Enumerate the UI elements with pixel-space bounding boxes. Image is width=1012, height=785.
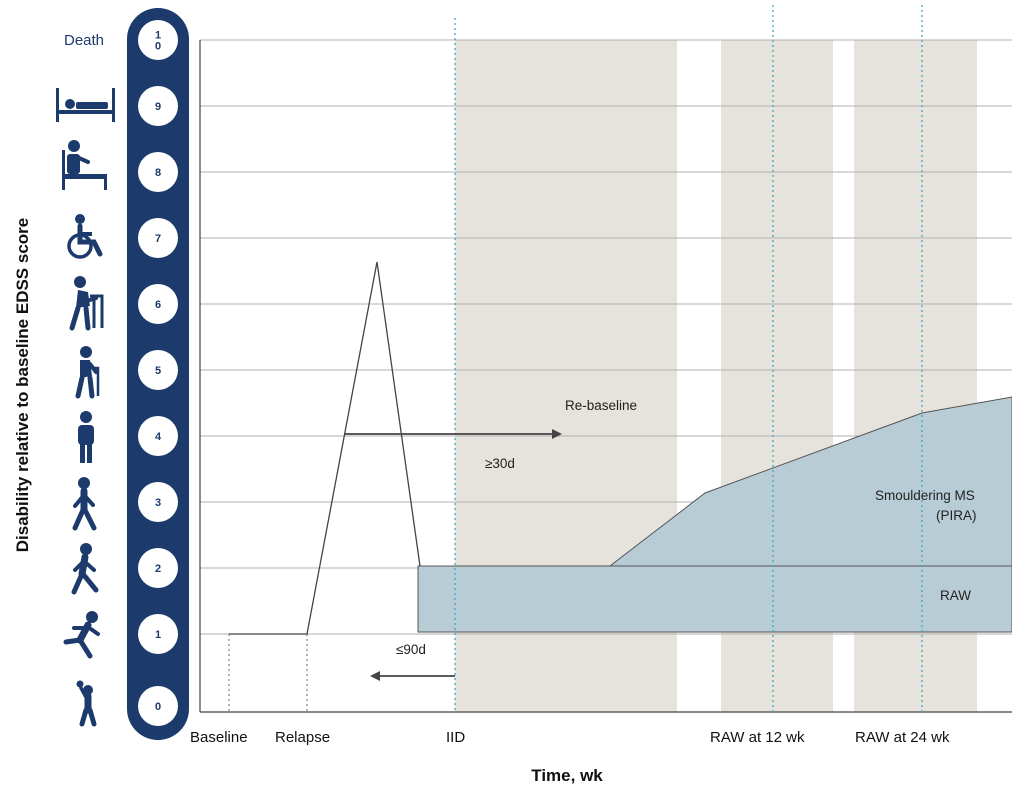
scale-circle-4 bbox=[138, 416, 178, 456]
x-axis-title: Time, wk bbox=[531, 766, 603, 785]
ge30d-label: ≥30d bbox=[485, 456, 515, 471]
disability-course-line bbox=[229, 261, 421, 635]
person-lying-in-bed-icon bbox=[56, 88, 115, 122]
scale-number-0: 0 bbox=[155, 701, 161, 713]
person-with-walker-icon bbox=[69, 276, 104, 331]
x-tick-relapse: Relapse bbox=[275, 729, 330, 746]
scale-number-4: 4 bbox=[155, 431, 162, 443]
scale-number-6: 6 bbox=[155, 299, 161, 311]
scale-circle-9 bbox=[138, 86, 178, 126]
walking-person-icon bbox=[72, 477, 97, 531]
scale-number-5: 5 bbox=[155, 365, 161, 377]
walking-person-icon bbox=[71, 543, 99, 595]
scale-circle-10 bbox=[138, 20, 178, 60]
running-person-icon bbox=[63, 611, 100, 659]
dotted-markers bbox=[228, 5, 923, 712]
x-tick-raw-24wk: RAW at 24 wk bbox=[855, 729, 950, 746]
person-with-cane-icon bbox=[75, 346, 100, 399]
scale-number-2: 2 bbox=[155, 563, 161, 575]
scale-circle-5 bbox=[138, 350, 178, 390]
le90d-label: ≤90d bbox=[396, 642, 426, 657]
scale-number-1: 1 bbox=[155, 629, 161, 641]
scale-circle-2 bbox=[138, 548, 178, 588]
scale-circle-0 bbox=[138, 686, 178, 726]
smouldering-label-line1: Smouldering MS bbox=[875, 488, 975, 503]
scale-number-9: 9 bbox=[155, 101, 161, 113]
scale-circle-3 bbox=[138, 482, 178, 522]
death-label: Death bbox=[64, 32, 104, 49]
scale-number-7: 7 bbox=[155, 233, 161, 245]
raw-label: RAW bbox=[940, 588, 971, 603]
rebaseline-label: Re-baseline bbox=[565, 398, 637, 413]
x-tick-baseline: Baseline bbox=[190, 729, 248, 746]
wheelchair-icon bbox=[67, 214, 103, 259]
person-sitting-in-bed-icon bbox=[62, 140, 107, 190]
scale-circle-7 bbox=[138, 218, 178, 258]
scale-circle-1 bbox=[138, 614, 178, 654]
x-tick-raw-12wk: RAW at 12 wk bbox=[710, 729, 805, 746]
disability-icons bbox=[56, 88, 115, 727]
x-tick-iid: IID bbox=[446, 729, 465, 746]
scale-circle-6 bbox=[138, 284, 178, 324]
pira-region bbox=[608, 396, 1012, 567]
scale-number-3: 3 bbox=[155, 497, 161, 509]
y-axis-title: Disability relative to baseline EDSS sco… bbox=[13, 218, 32, 552]
child-icon bbox=[76, 680, 97, 727]
scale-number-8: 8 bbox=[155, 167, 161, 179]
smouldering-label-line2: (PIRA) bbox=[936, 508, 977, 523]
scale-circle-8 bbox=[138, 152, 178, 192]
raw-region bbox=[417, 565, 1012, 633]
edss-scale-circles bbox=[138, 20, 178, 726]
standing-person-icon bbox=[78, 411, 94, 463]
